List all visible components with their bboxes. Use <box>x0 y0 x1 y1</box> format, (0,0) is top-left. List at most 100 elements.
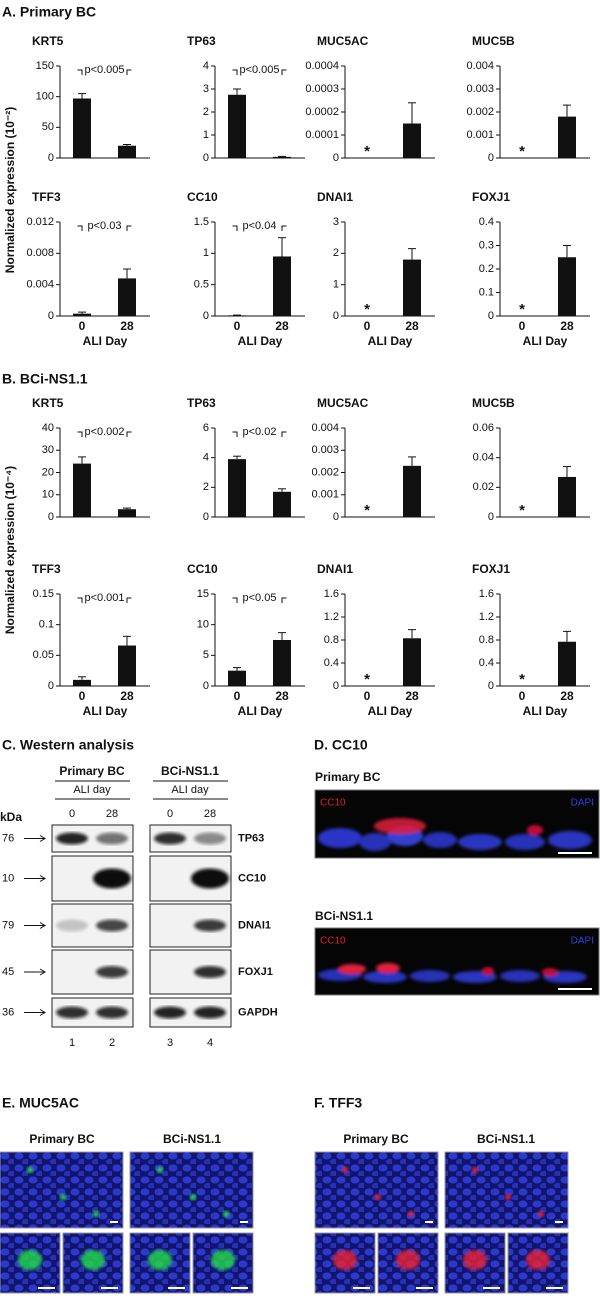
kda-label: kDa <box>0 810 22 824</box>
image-label: Primary BC <box>343 1132 409 1146</box>
x-axis-label: ALI Day <box>83 704 128 718</box>
image-label: BCi-NS1.1 <box>315 909 373 923</box>
y-tick-label: 0.004 <box>26 279 54 291</box>
y-tick-label: 0.008 <box>26 247 54 259</box>
stain-spot <box>538 1211 544 1217</box>
y-tick-label: 0.003 <box>466 83 494 95</box>
nuclei <box>318 963 587 983</box>
stain-spot <box>60 1194 66 1200</box>
y-tick-label: 0 <box>488 680 494 692</box>
nuclei <box>318 818 592 851</box>
bar <box>228 94 246 158</box>
chart-title: TP63 <box>187 34 216 48</box>
y-tick-label: 0.003 <box>311 444 339 456</box>
micrograph <box>444 1151 569 1229</box>
stain-label: CC10 <box>320 798 346 809</box>
significance-bracket <box>232 69 287 75</box>
stain-spot <box>93 1211 99 1217</box>
stain-spot <box>223 1211 229 1217</box>
protein-label: CC10 <box>238 872 266 884</box>
y-tick-label: 0.0004 <box>305 60 339 72</box>
significance-label: p<0.001 <box>84 592 124 604</box>
x-tick-label: 28 <box>405 689 419 703</box>
x-tick-label: 0 <box>364 689 371 703</box>
x-tick-label: 28 <box>560 319 574 333</box>
marker-label: 36 <box>2 1006 14 1018</box>
image-label: BCi-NS1.1 <box>163 1132 221 1146</box>
y-tick-label: 0.2 <box>479 263 494 275</box>
x-tick-label: 28 <box>120 319 134 333</box>
y-tick-label: 1.6 <box>324 588 339 600</box>
star-label: * <box>364 502 370 519</box>
y-tick-label: 0 <box>203 511 209 523</box>
bar <box>403 259 421 316</box>
y-tick-label: 0 <box>203 310 209 322</box>
y-tick-label: 0 <box>203 680 209 692</box>
significance-bracket <box>77 69 132 75</box>
cc10-panel: D. CC10 Primary BC CC10 DAPI BCi-NS1.1 C… <box>314 737 600 996</box>
blot-band <box>194 1006 226 1019</box>
x-tick-label: 0 <box>364 319 371 333</box>
protein-label: GAPDH <box>238 1006 278 1018</box>
x-tick-label: 0 <box>79 319 86 333</box>
stain-spot <box>27 1167 33 1173</box>
y-tick-label: 0 <box>333 152 339 164</box>
y-tick-label: 0 <box>333 310 339 322</box>
y-tick-label: 0.02 <box>473 481 494 493</box>
stain-spot <box>81 1250 105 1270</box>
y-tick-label: 5 <box>203 649 209 661</box>
bar <box>558 116 576 158</box>
y-tick-label: 0 <box>203 152 209 164</box>
y-tick-label: 3 <box>203 83 209 95</box>
significance-label: p<0.005 <box>239 64 279 76</box>
stain-spot <box>375 1194 381 1200</box>
x-tick-label: 28 <box>405 319 419 333</box>
bar <box>118 645 136 686</box>
x-axis-label: ALI Day <box>523 334 568 348</box>
chart-title: MUC5B <box>472 396 515 410</box>
bar <box>273 640 291 686</box>
y-tick-label: 0.05 <box>33 649 54 661</box>
chart-title: CC10 <box>187 190 218 204</box>
chart-title: MUC5AC <box>317 34 369 48</box>
stain-label: CC10 <box>320 936 346 947</box>
y-tick-label: 0.1 <box>479 286 494 298</box>
y-tick-label: 0.15 <box>33 588 54 600</box>
panel-title: D. CC10 <box>314 737 368 753</box>
marker-label: 45 <box>2 966 14 978</box>
y-tick-label: 0.04 <box>473 452 494 464</box>
bar <box>228 315 246 316</box>
micrograph <box>0 1151 124 1229</box>
y-tick-label: 0.1 <box>39 619 54 631</box>
lane-label: 28 <box>106 808 118 820</box>
x-axis-label: ALI Day <box>238 704 283 718</box>
marker-arrow <box>24 922 46 929</box>
panel-title: C. Western analysis <box>2 737 134 753</box>
blot-band <box>194 919 226 932</box>
chart-title: FOXJ1 <box>472 190 510 204</box>
micrograph <box>314 1151 439 1229</box>
y-tick-label: 100 <box>36 91 54 103</box>
blot-band <box>96 919 128 932</box>
y-tick-label: 0 <box>488 511 494 523</box>
lane-label: 0 <box>167 808 173 820</box>
y-tick-label: 2 <box>333 247 339 259</box>
x-tick-label: 28 <box>275 689 289 703</box>
bar <box>403 465 421 517</box>
micrograph <box>314 789 600 859</box>
y-tick-label: 3 <box>333 216 339 228</box>
y-tick-label: 0.0001 <box>305 129 339 141</box>
bar <box>403 638 421 686</box>
bar <box>228 459 246 517</box>
blot-band <box>56 1006 88 1019</box>
y-axis-label: Normalized expression (10⁻⁴) <box>3 466 17 634</box>
star-label: * <box>364 301 370 318</box>
protein-label: DNAI1 <box>238 919 271 931</box>
x-tick-label: 0 <box>234 319 241 333</box>
significance-bracket <box>232 431 287 437</box>
y-tick-label: 0 <box>333 680 339 692</box>
protein-label: TP63 <box>238 832 264 844</box>
chart-title: KRT5 <box>32 396 64 410</box>
blot-band <box>96 832 128 845</box>
